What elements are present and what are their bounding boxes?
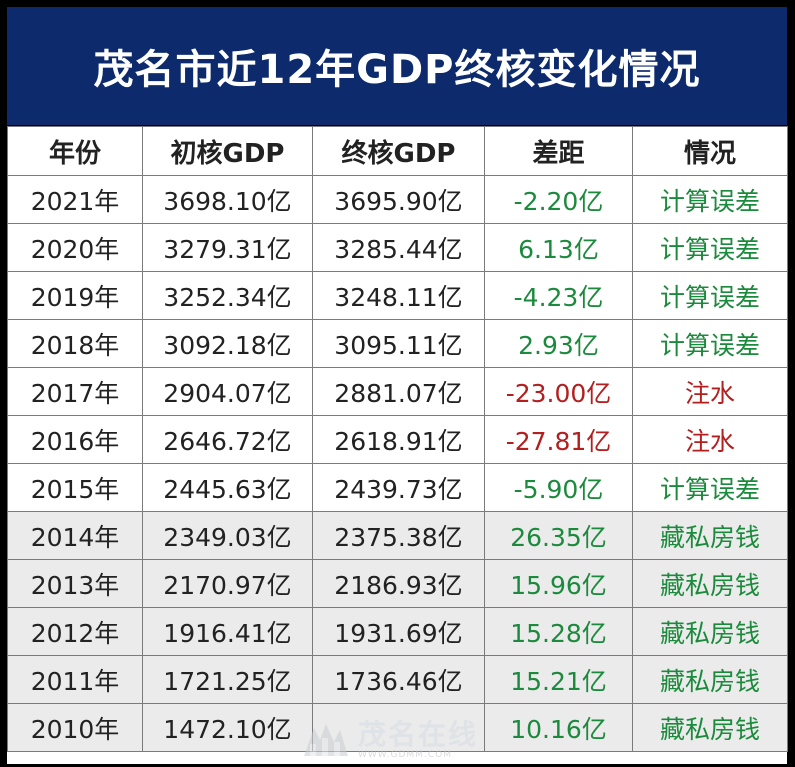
- cell-initial-gdp: 2646.72亿: [142, 415, 313, 464]
- cell-final-gdp: 3095.11亿: [312, 319, 485, 368]
- cell-year: 2013年: [7, 559, 143, 608]
- header-final-gdp: 终核GDP: [312, 126, 485, 176]
- cell-difference: 2.93亿: [484, 319, 633, 368]
- table-row: 2013年 2170.97亿 2186.93亿 15.96亿 藏私房钱: [7, 559, 788, 608]
- cell-initial-gdp: 3092.18亿: [142, 319, 313, 368]
- table-row: 2016年 2646.72亿 2618.91亿 -27.81亿 注水: [7, 415, 788, 464]
- gdp-table-container: 年份 初核GDP 终核GDP 差距 情况 2021年 3698.10亿 3695.9…: [7, 126, 788, 764]
- cell-year: 2016年: [7, 415, 143, 464]
- cell-difference: 15.21亿: [484, 655, 633, 704]
- cell-status: 注水: [632, 367, 788, 416]
- cell-difference: -4.23亿: [484, 271, 633, 320]
- cell-final-gdp: [312, 703, 485, 752]
- table-row: 2018年 3092.18亿 3095.11亿 2.93亿 计算误差: [7, 319, 788, 368]
- cell-final-gdp: 1931.69亿: [312, 607, 485, 656]
- cell-final-gdp: 2375.38亿: [312, 511, 485, 560]
- cell-year: 2012年: [7, 607, 143, 656]
- cell-status: 藏私房钱: [632, 511, 788, 560]
- cell-year: 2020年: [7, 223, 143, 272]
- title-banner: 茂名市近12年GDP终核变化情况: [7, 7, 787, 125]
- cell-year: 2019年: [7, 271, 143, 320]
- table-header-row: 年份 初核GDP 终核GDP 差距 情况: [7, 126, 788, 176]
- cell-status: 藏私房钱: [632, 607, 788, 656]
- cell-year: 2011年: [7, 655, 143, 704]
- cell-year: 2015年: [7, 463, 143, 512]
- cell-initial-gdp: 2170.97亿: [142, 559, 313, 608]
- table-row: 2020年 3279.31亿 3285.44亿 6.13亿 计算误差: [7, 223, 788, 272]
- cell-final-gdp: 3285.44亿: [312, 223, 485, 272]
- cell-status: 计算误差: [632, 223, 788, 272]
- table-row: 2012年 1916.41亿 1931.69亿 15.28亿 藏私房钱: [7, 607, 788, 656]
- cell-difference: 10.16亿: [484, 703, 633, 752]
- cell-status: 计算误差: [632, 319, 788, 368]
- cell-final-gdp: 2439.73亿: [312, 463, 485, 512]
- cell-difference: -5.90亿: [484, 463, 633, 512]
- cell-initial-gdp: 2445.63亿: [142, 463, 313, 512]
- cell-status: 计算误差: [632, 271, 788, 320]
- cell-status: 计算误差: [632, 175, 788, 224]
- cell-final-gdp: 2186.93亿: [312, 559, 485, 608]
- header-year: 年份: [7, 126, 143, 176]
- cell-initial-gdp: 3698.10亿: [142, 175, 313, 224]
- cell-difference: 6.13亿: [484, 223, 633, 272]
- cell-final-gdp: 3248.11亿: [312, 271, 485, 320]
- header-initial-gdp: 初核GDP: [142, 126, 313, 176]
- cell-initial-gdp: 1721.25亿: [142, 655, 313, 704]
- cell-difference: -2.20亿: [484, 175, 633, 224]
- cell-status: 计算误差: [632, 463, 788, 512]
- cell-initial-gdp: 1916.41亿: [142, 607, 313, 656]
- cell-year: 2017年: [7, 367, 143, 416]
- gdp-table: 年份 初核GDP 终核GDP 差距 情况 2021年 3698.10亿 3695.9…: [7, 126, 788, 752]
- cell-initial-gdp: 1472.10亿: [142, 703, 313, 752]
- table-row: 2017年 2904.07亿 2881.07亿 -23.00亿 注水: [7, 367, 788, 416]
- cell-initial-gdp: 3252.34亿: [142, 271, 313, 320]
- cell-status: 注水: [632, 415, 788, 464]
- cell-status: 藏私房钱: [632, 559, 788, 608]
- cell-final-gdp: 2618.91亿: [312, 415, 485, 464]
- cell-difference: -23.00亿: [484, 367, 633, 416]
- cell-initial-gdp: 2349.03亿: [142, 511, 313, 560]
- table-row: 2021年 3698.10亿 3695.90亿 -2.20亿 计算误差: [7, 175, 788, 224]
- cell-difference: -27.81亿: [484, 415, 633, 464]
- cell-initial-gdp: 3279.31亿: [142, 223, 313, 272]
- header-difference: 差距: [484, 126, 633, 176]
- cell-difference: 26.35亿: [484, 511, 633, 560]
- cell-status: 藏私房钱: [632, 703, 788, 752]
- table-row: 2010年 1472.10亿 10.16亿 藏私房钱: [7, 703, 788, 752]
- cell-year: 2014年: [7, 511, 143, 560]
- cell-year: 2021年: [7, 175, 143, 224]
- cell-final-gdp: 2881.07亿: [312, 367, 485, 416]
- header-status: 情况: [632, 126, 788, 176]
- cell-final-gdp: 1736.46亿: [312, 655, 485, 704]
- cell-initial-gdp: 2904.07亿: [142, 367, 313, 416]
- table-row: 2015年 2445.63亿 2439.73亿 -5.90亿 计算误差: [7, 463, 788, 512]
- cell-difference: 15.96亿: [484, 559, 633, 608]
- table-row: 2019年 3252.34亿 3248.11亿 -4.23亿 计算误差: [7, 271, 788, 320]
- cell-final-gdp: 3695.90亿: [312, 175, 485, 224]
- cell-status: 藏私房钱: [632, 655, 788, 704]
- table-row: 2014年 2349.03亿 2375.38亿 26.35亿 藏私房钱: [7, 511, 788, 560]
- cell-year: 2018年: [7, 319, 143, 368]
- cell-year: 2010年: [7, 703, 143, 752]
- page-title: 茂名市近12年GDP终核变化情况: [93, 47, 701, 93]
- table-row: 2011年 1721.25亿 1736.46亿 15.21亿 藏私房钱: [7, 655, 788, 704]
- cell-difference: 15.28亿: [484, 607, 633, 656]
